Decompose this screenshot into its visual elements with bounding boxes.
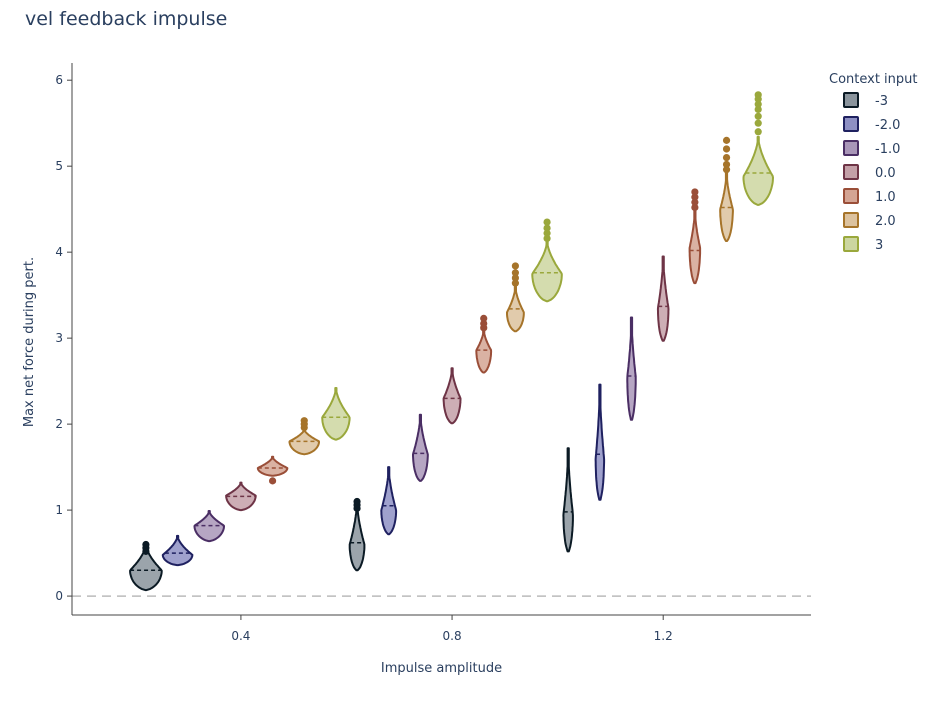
legend-label: -3 (875, 94, 888, 109)
y-axis-label: Max net force during pert. (22, 257, 37, 427)
outlier-point-3-2-6[interactable] (754, 91, 762, 99)
violin-1.0-0[interactable] (256, 455, 289, 477)
series-2.0 (288, 136, 734, 456)
outlier-point--3-0-2[interactable] (142, 540, 150, 549)
outlier-point-2.0-1-3[interactable] (511, 262, 519, 270)
x-tick-label: 0.4 (231, 629, 250, 643)
violin-0.0-1[interactable] (442, 367, 462, 425)
outlier-point-2.0-1-0[interactable] (511, 279, 519, 287)
violin-1.0-1[interactable] (475, 328, 493, 374)
outlier-point-3-2-4[interactable] (754, 100, 762, 108)
outlier-point--3-1-2[interactable] (353, 497, 361, 506)
violin--3-2[interactable] (562, 447, 574, 553)
legend-swatch (843, 236, 859, 252)
legend-swatch (843, 116, 859, 132)
violin--1.0-1[interactable] (412, 413, 429, 482)
y-tick-label: 3 (55, 331, 63, 345)
y-tick-label: 4 (55, 245, 63, 259)
y-tick-label: 2 (55, 417, 63, 431)
series--3 (129, 447, 574, 592)
legend-swatch (843, 140, 859, 156)
outlier-point-3-2-0[interactable] (754, 128, 762, 136)
outlier-point-3-2-2[interactable] (754, 112, 762, 120)
legend-label: -2.0 (875, 118, 900, 133)
outlier-point-2.0-2-0[interactable] (722, 166, 731, 174)
violin--2.0-1[interactable] (380, 466, 398, 536)
legend-item-3[interactable]: 3 (843, 236, 883, 253)
outlier-point-3-2-1[interactable] (754, 119, 762, 127)
violin-1.0-2[interactable] (688, 208, 702, 285)
legend-swatch (843, 212, 859, 228)
outlier-point-3-1-1[interactable] (543, 229, 551, 237)
outlier-point-1.0-2-2[interactable] (691, 193, 699, 201)
series--1.0 (193, 316, 637, 543)
outlier-point-1.0-0-0[interactable] (268, 477, 277, 485)
outlier-point-1.0-2-1[interactable] (691, 198, 699, 206)
violin-3-2[interactable] (742, 135, 774, 206)
series-1.0 (256, 188, 702, 485)
outlier-point-2.0-2-1[interactable] (722, 160, 731, 169)
legend-swatch (843, 188, 859, 204)
outlier-point-1.0-1-2[interactable] (480, 314, 488, 322)
outlier-point-1.0-1-1[interactable] (480, 319, 488, 328)
outlier-point-2.0-2-2[interactable] (722, 153, 731, 162)
outlier-point-2.0-1-2[interactable] (511, 269, 519, 277)
legend-title: Context input (829, 72, 918, 87)
y-tick-label: 1 (55, 503, 63, 517)
violin-2.0-2[interactable] (719, 171, 734, 242)
legend-item--1.0[interactable]: -1.0 (843, 140, 900, 157)
x-tick-label: 0.8 (443, 629, 462, 643)
y-tick-label: 6 (55, 73, 63, 87)
chart-title: vel feedback impulse (25, 8, 228, 30)
outlier-point-3-2-3[interactable] (754, 105, 762, 114)
legend-label: 1.0 (875, 190, 896, 205)
violin--2.0-2[interactable] (594, 383, 606, 501)
outlier-point-2.0-2-4[interactable] (722, 136, 731, 144)
y-tick-label: 5 (55, 159, 63, 173)
y-tick-label: 0 (55, 589, 63, 603)
legend-label: 2.0 (875, 214, 896, 229)
violin--1.0-2[interactable] (626, 316, 637, 421)
outlier-point-3-1-0[interactable] (543, 234, 551, 243)
legend-label: 0.0 (875, 166, 896, 181)
violin-3-0[interactable] (321, 387, 351, 441)
x-axis-label: Impulse amplitude (381, 661, 502, 676)
legend-item--2.0[interactable]: -2.0 (843, 116, 900, 133)
series-0.0 (225, 255, 670, 512)
violin--2.0-0[interactable] (161, 534, 194, 567)
legend-item--3[interactable]: -3 (843, 92, 888, 109)
legend-label: -1.0 (875, 142, 900, 157)
legend-item-2.0[interactable]: 2.0 (843, 212, 896, 229)
violin-0.0-2[interactable] (656, 255, 670, 342)
x-tick-label: 1.2 (654, 629, 673, 643)
outlier-point-1.0-2-3[interactable] (691, 188, 699, 196)
legend-item-1.0[interactable]: 1.0 (843, 188, 896, 205)
legend-swatch (843, 92, 859, 108)
outlier-point-1.0-2-0[interactable] (691, 203, 699, 212)
outlier-point-2.0-0-2[interactable] (300, 417, 308, 425)
outlier-point-3-1-2[interactable] (543, 224, 551, 232)
violin-3-1[interactable] (531, 240, 563, 303)
legend-label: 3 (875, 238, 883, 253)
outlier-point-3-1-3[interactable] (543, 218, 551, 226)
series-3 (321, 91, 774, 441)
series--2.0 (161, 383, 606, 567)
outlier-point-2.0-1-1[interactable] (511, 274, 519, 282)
legend-swatch (843, 164, 859, 180)
outlier-point-2.0-2-3[interactable] (722, 145, 731, 153)
legend-item-0.0[interactable]: 0.0 (843, 164, 896, 181)
